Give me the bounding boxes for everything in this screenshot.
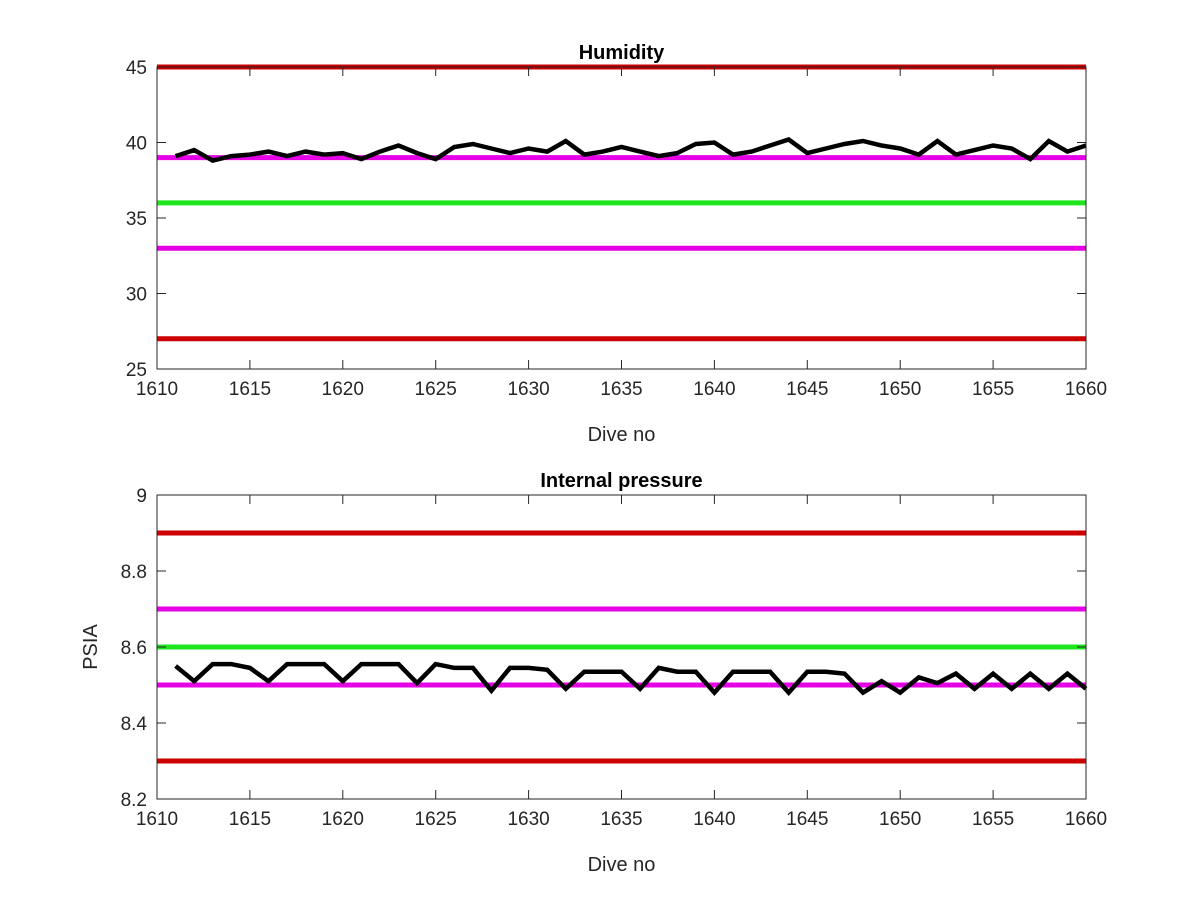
x-tick-label: 1630 <box>507 809 549 830</box>
x-tick-label: 1650 <box>879 809 921 830</box>
x-tick-label: 1645 <box>786 809 828 830</box>
x-tick-label: 1620 <box>322 809 364 830</box>
x-tick-label: 1660 <box>1065 809 1107 830</box>
x-tick-label: 1625 <box>415 379 457 400</box>
y-tick-label: 8.6 <box>121 638 147 659</box>
x-tick-label: 1655 <box>972 809 1014 830</box>
x-tick-label: 1620 <box>322 379 364 400</box>
y-tick-label: 40 <box>126 134 147 155</box>
y-tick-label: 8.8 <box>121 562 147 583</box>
x-tick-label: 1615 <box>229 809 271 830</box>
chart-title: Humidity <box>579 42 665 64</box>
y-tick-label: 35 <box>126 209 147 230</box>
x-tick-label: 1635 <box>600 379 642 400</box>
series-line-0 <box>174 661 1088 696</box>
internal-pressure-chart: 1610 1615 1620 1625 1630 1635 1640 1645 1650 1655… <box>80 470 1107 876</box>
x-tick-label: 1610 <box>136 809 178 830</box>
data-series <box>174 137 1087 163</box>
x-tick-label: 1610 <box>136 379 178 400</box>
x-axis-label: Dive no <box>588 424 656 446</box>
x-tick-label: 1645 <box>786 379 828 400</box>
y-tick-label: 25 <box>126 360 147 381</box>
x-tick-label: 1655 <box>972 379 1014 400</box>
x-tick-label: 1660 <box>1065 379 1107 400</box>
reference-lines <box>157 530 1086 764</box>
axis-ticks: 1610 1615 1620 1625 1630 1635 1640 1645 1650 1655… <box>121 486 1108 830</box>
y-tick-label: 45 <box>126 58 147 79</box>
chart-title: Internal pressure <box>540 470 702 492</box>
x-tick-label: 1625 <box>415 809 457 830</box>
y-axis-label: PSIA <box>80 624 102 670</box>
x-tick-label: 1640 <box>693 809 735 830</box>
x-tick-label: 1650 <box>879 379 921 400</box>
x-axis-label: Dive no <box>588 854 656 876</box>
axis-ticks: 1610 1615 1620 1625 1630 1635 1640 1645 1650 1655… <box>126 58 1107 400</box>
x-tick-label: 1635 <box>600 809 642 830</box>
y-tick-label: 30 <box>126 285 147 306</box>
y-tick-label: 8.2 <box>121 790 147 811</box>
humidity-chart: 1610 1615 1620 1625 1630 1635 1640 1645 1650 1655… <box>126 42 1107 446</box>
x-tick-label: 1640 <box>693 379 735 400</box>
data-series <box>174 661 1088 696</box>
series-line-0 <box>174 137 1087 163</box>
x-tick-label: 1630 <box>507 379 549 400</box>
y-tick-label: 8.4 <box>121 714 148 735</box>
x-tick-label: 1615 <box>229 379 271 400</box>
y-tick-label: 9 <box>136 486 147 507</box>
